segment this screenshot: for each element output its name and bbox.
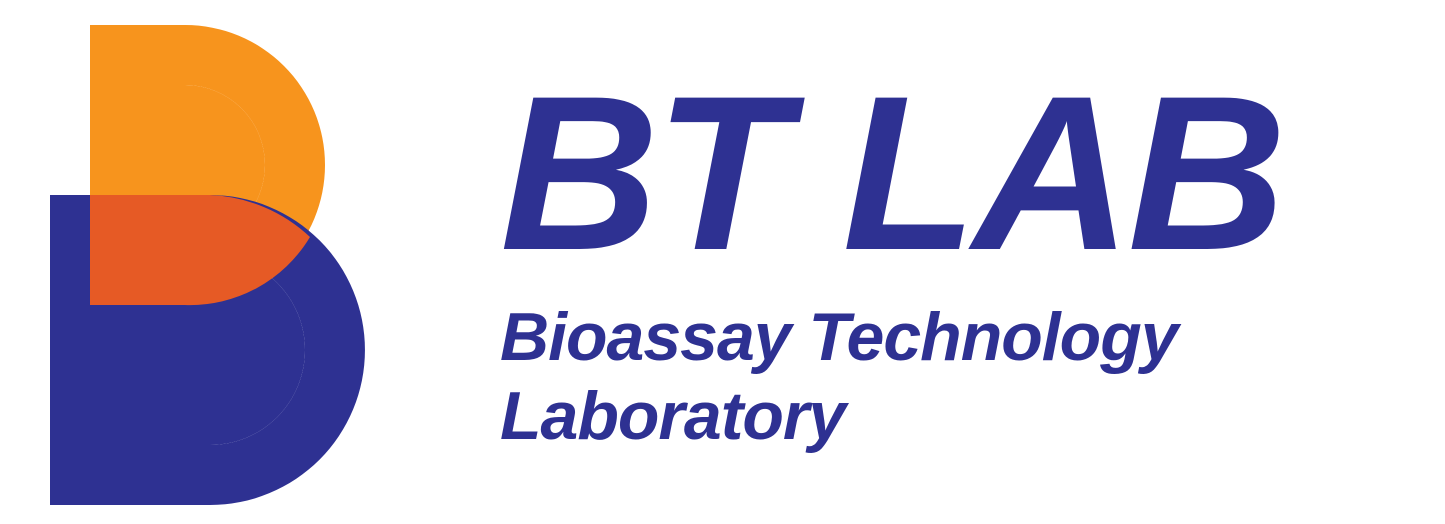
brand-subtitle-line2: Laboratory xyxy=(500,377,1283,455)
logo-text-block: BT LAB Bioassay Technology Laboratory xyxy=(500,69,1283,454)
logo-container: BT LAB Bioassay Technology Laboratory xyxy=(0,0,1445,524)
brand-subtitle-line1: Bioassay Technology xyxy=(500,298,1283,376)
brand-title: BT LAB xyxy=(500,69,1283,278)
logo-mark-icon xyxy=(30,17,410,507)
logo-lower-ring-left2 xyxy=(50,195,90,255)
